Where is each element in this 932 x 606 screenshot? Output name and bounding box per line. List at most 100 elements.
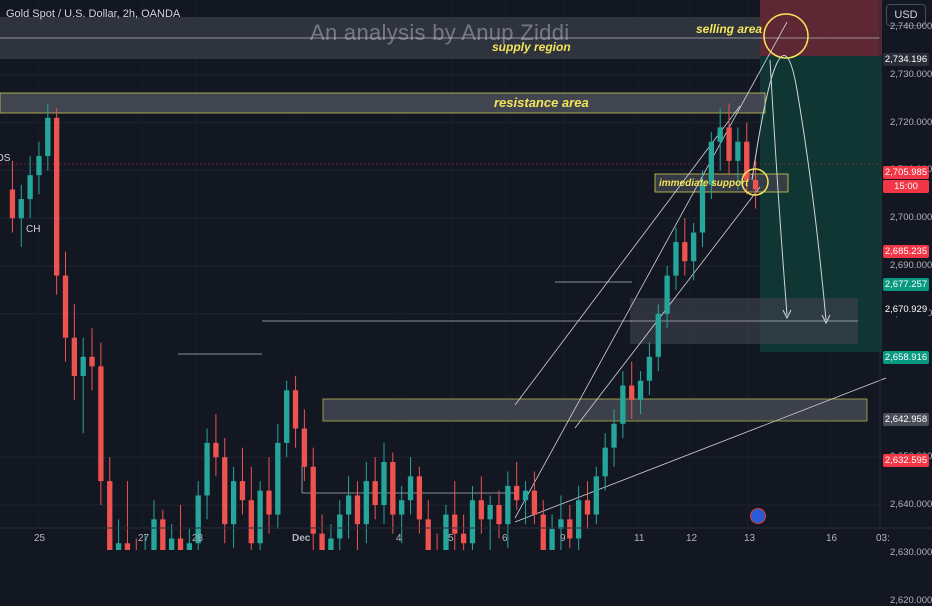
support-zone-lower [322,398,868,422]
candle-body [646,356,653,381]
price-axis-tick: 2,640.000 [890,499,932,510]
candle-body [744,141,750,180]
time-axis-tick: 28 [192,533,204,544]
candle-body [284,390,290,443]
trend-line [514,377,887,523]
supply-region-label: supply region [492,40,571,54]
symbol-title: Gold Spot / U.S. Dollar, 2h, OANDA [6,8,181,20]
candle-body [390,461,396,515]
candle-body [717,127,723,142]
candle-body [169,538,175,550]
candle-body [690,232,697,262]
time-axis-tick: 27 [138,533,150,544]
arrow-head [782,309,792,320]
candle-body [407,476,414,501]
time-axis-tick: 25 [34,533,46,544]
candle-body [18,199,24,219]
candle-body [275,442,281,515]
price-tag: 2,677.257 [883,278,929,291]
candle-body [239,481,246,501]
candle-body [381,461,387,505]
candle-body [443,514,449,550]
candle-body [115,543,122,550]
candle-body [478,500,484,520]
candle-body [186,543,193,550]
candle-body [531,490,538,515]
candle-body [735,141,741,161]
candle-body [637,380,644,400]
candle-body [522,490,529,501]
candle-body [292,390,299,429]
candle-body [584,500,591,515]
event-flag-icon[interactable] [750,508,766,524]
currency-button[interactable]: USD [886,4,926,26]
candle-body [27,175,33,200]
channel-line [514,105,741,406]
candle-body [575,500,582,539]
candle-body [425,519,431,550]
price-axis-tick: 2,700.000 [890,212,932,224]
time-axis-tick: Dec [292,533,311,544]
arrow-head [821,314,831,325]
price-tag: 2,685.235 [883,245,929,258]
candle-body [204,442,210,496]
price-tag: 2,632.595 [883,454,929,467]
candle-body [319,533,325,550]
price-tag: 15:00 [883,180,929,193]
candle-body [567,519,573,539]
candle-body [354,495,361,525]
candle-body [80,356,86,376]
candle-body [620,385,626,424]
candle-body [363,481,369,525]
candle-body [699,184,706,233]
candle-body [708,141,714,185]
price-axis-tick: 2,690.000 [890,260,932,271]
candle-body [664,275,670,314]
candle-body [726,127,732,161]
candle-body [460,533,467,544]
candle-body [549,528,555,550]
candle-body [399,500,405,515]
candle-body [593,476,599,515]
selling-area-circle [763,13,809,59]
time-axis-tick: 12 [686,533,698,544]
channel-line [514,21,788,519]
time-axis-tick: 13 [744,533,756,544]
watermark-text: An analysis by Anup Ziddi [310,20,570,45]
candle-body [45,117,51,157]
candle-body [54,117,60,276]
candle-body [62,275,69,338]
candle-body [337,514,343,539]
candle-body [752,179,759,190]
projection-path [751,55,827,321]
candle-body [310,466,316,534]
candle-body [213,442,219,458]
candle-body [469,500,476,544]
price-tag: 2,642.958 [883,413,929,426]
resistance-area-label: resistance area [494,95,589,110]
candle-series [9,103,759,550]
candle-body [266,490,272,515]
time-axis-tick: 4 [396,533,402,544]
price-tag: 2,705.985 [883,166,929,179]
candle-body [416,476,423,520]
candle-body [257,490,263,544]
resistance-area-zone [0,92,766,114]
candle-body [160,519,166,550]
candle-body [514,485,520,501]
candle-body [345,495,352,515]
time-axis-tick: 03: [876,533,890,544]
os-label: OS [0,153,11,164]
candle-body [452,514,458,534]
candle-body [98,366,104,482]
time-axis-tick: 6 [502,533,508,544]
candle-body [328,538,334,550]
price-axis-tick: 2,730.000 [890,68,932,80]
time-axis-tick: 5 [448,533,454,544]
candle-body [487,505,493,520]
candle-body [673,242,679,276]
price-axis-tick: 2,720.000 [890,116,932,128]
selling-area-zone [760,0,882,56]
price-tag: 2,658.916 [883,351,929,364]
price-chart[interactable] [0,0,932,550]
